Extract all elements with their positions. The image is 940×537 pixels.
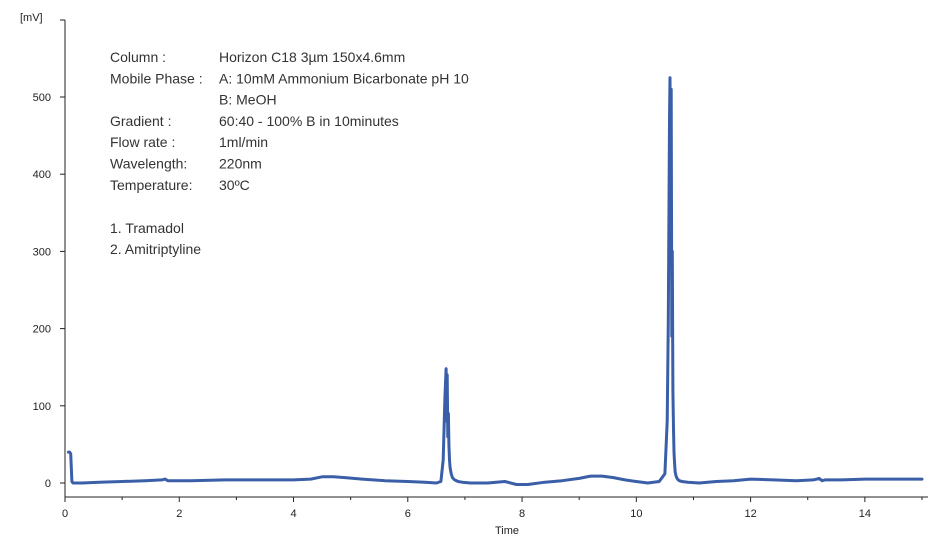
y-tick-label: 0 xyxy=(45,478,51,490)
x-tick-label: 14 xyxy=(859,508,871,520)
peak-label: 2. Amitriptyline xyxy=(110,241,201,257)
condition-label: Column : xyxy=(110,49,166,65)
y-tick-label: 200 xyxy=(33,324,51,336)
x-tick-label: 12 xyxy=(744,508,756,520)
condition-value: 220nm xyxy=(219,156,262,172)
series-layer xyxy=(66,76,924,486)
x-ticks: 0 2 4 6 8 10 12 14 xyxy=(62,497,923,520)
condition-label: Gradient : xyxy=(110,113,171,129)
x-tick-label: 8 xyxy=(519,508,525,520)
y-tick-label: 400 xyxy=(33,169,51,181)
chromatogram-trace xyxy=(66,76,924,486)
x-tick-label: 0 xyxy=(62,508,68,520)
condition-value: Horizon C18 3µm 150x4.6mm xyxy=(219,49,405,65)
y-tick-label: 100 xyxy=(33,401,51,413)
peak-label: 1. Tramadol xyxy=(110,220,184,236)
x-axis-label: Time xyxy=(495,525,519,537)
y-tick-label: 500 xyxy=(33,92,51,104)
conditions-block: Column : Horizon C18 3µm 150x4.6mm Mobile … xyxy=(110,49,469,257)
y-tick-label: 300 xyxy=(33,246,51,258)
y-axis-label: [mV] xyxy=(20,12,43,24)
y-ticks: 0 100 200 300 400 500 xyxy=(33,92,65,490)
condition-value: 60:40 - 100% B in 10minutes xyxy=(219,113,399,129)
x-tick-label: 10 xyxy=(630,508,642,520)
condition-value: 30ºC xyxy=(219,177,250,193)
condition-label: Wavelength: xyxy=(110,156,187,172)
condition-value: A: 10mM Ammonium Bicarbonate pH 10 xyxy=(219,70,469,86)
x-tick-label: 2 xyxy=(176,508,182,520)
x-tick-label: 6 xyxy=(405,508,411,520)
x-tick-label: 4 xyxy=(290,508,296,520)
condition-label: Temperature: xyxy=(110,177,192,193)
condition-value: B: MeOH xyxy=(219,92,277,108)
condition-value: 1ml/min xyxy=(219,134,268,150)
condition-label: Flow rate : xyxy=(110,134,175,150)
condition-label: Mobile Phase : xyxy=(110,70,203,86)
axes xyxy=(60,19,928,498)
